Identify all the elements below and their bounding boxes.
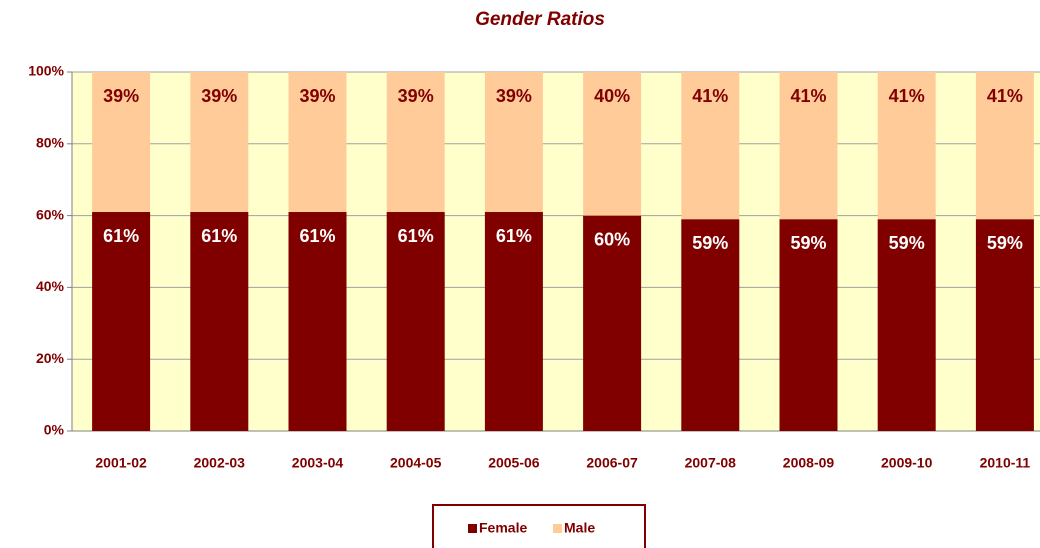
x-tick-label: 2005-06 <box>488 455 540 471</box>
bar-segment <box>681 219 740 431</box>
bar-segment <box>779 72 838 220</box>
bar-segment <box>288 212 347 431</box>
bar-segment <box>484 72 543 213</box>
data-label: 39% <box>103 86 139 106</box>
data-label: 39% <box>201 86 237 106</box>
bar-segment <box>484 212 543 431</box>
legend-swatch <box>553 524 562 533</box>
data-label: 39% <box>299 86 335 106</box>
bar-segment <box>877 219 936 431</box>
data-label: 61% <box>201 226 237 246</box>
x-tick-label: 2009-10 <box>881 455 933 471</box>
chart-title: Gender Ratios <box>475 9 605 30</box>
data-label: 59% <box>790 233 826 253</box>
legend-swatch <box>468 524 477 533</box>
y-tick-label: 40% <box>36 278 65 294</box>
data-label: 41% <box>692 86 728 106</box>
bar-segment <box>877 72 936 220</box>
x-tick-label: 2002-03 <box>194 455 246 471</box>
data-label: 39% <box>398 86 434 106</box>
bar-segment <box>583 215 642 431</box>
x-tick-label: 2003-04 <box>292 455 344 471</box>
x-tick-label: 2007-08 <box>685 455 737 471</box>
x-tick-label: 2001-02 <box>95 455 147 471</box>
x-tick-label: 2010-11 <box>980 455 1031 471</box>
data-label: 61% <box>496 226 532 246</box>
data-label: 40% <box>594 86 630 106</box>
y-tick-label: 100% <box>28 63 64 79</box>
bar-segment <box>190 72 249 213</box>
data-label: 61% <box>299 226 335 246</box>
bar-segment <box>92 212 151 431</box>
data-label: 61% <box>398 226 434 246</box>
data-label: 61% <box>103 226 139 246</box>
bar-segment <box>386 212 445 431</box>
bar-segment <box>190 212 249 431</box>
bar-segment <box>92 72 151 213</box>
bar-segment <box>779 219 838 431</box>
y-tick-label: 20% <box>36 350 65 366</box>
bar-segment <box>386 72 445 213</box>
x-tick-label: 2004-05 <box>390 455 442 471</box>
data-label: 41% <box>987 86 1023 106</box>
data-label: 59% <box>889 233 925 253</box>
legend-label: Male <box>564 520 595 536</box>
y-tick-label: 0% <box>44 422 65 438</box>
data-label: 59% <box>692 233 728 253</box>
data-label: 39% <box>496 86 532 106</box>
y-tick-label: 80% <box>36 135 65 151</box>
bar-segment <box>583 72 642 216</box>
data-label: 60% <box>594 229 630 249</box>
data-label: 41% <box>790 86 826 106</box>
x-tick-label: 2006-07 <box>586 455 638 471</box>
bar-segment <box>975 219 1034 431</box>
x-tick-label: 2008-09 <box>783 455 835 471</box>
data-label: 41% <box>889 86 925 106</box>
legend-box <box>432 504 646 548</box>
y-tick-label: 60% <box>36 206 65 222</box>
legend-label: Female <box>479 520 527 536</box>
bar-segment <box>288 72 347 213</box>
data-label: 59% <box>987 233 1023 253</box>
bar-segment <box>975 72 1034 220</box>
bar-segment <box>681 72 740 220</box>
